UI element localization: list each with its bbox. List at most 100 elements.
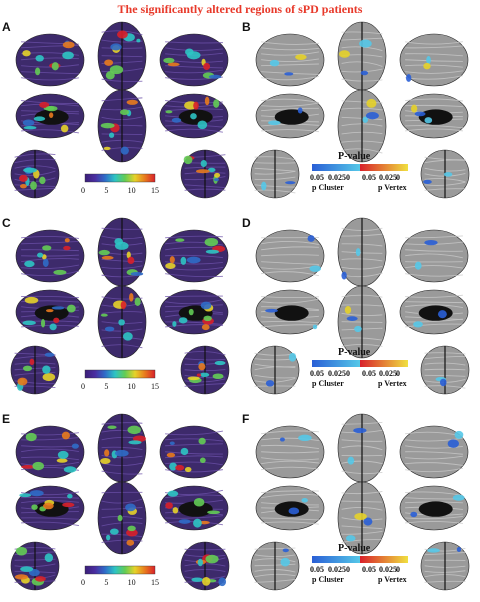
colorbar-tick: 15: [151, 382, 159, 391]
panel-d: D P-value 0.05 0.025 0 0.05 0.025 0 p Cluster p V…: [240, 210, 480, 406]
brain-view-medial-3: [15, 289, 85, 335]
brain-view-top-7: [180, 345, 230, 395]
brain-view-top-1: [337, 413, 387, 483]
panel-e: E 0 5 10 15: [0, 406, 240, 602]
panel-a: A 0 5 10 15: [0, 14, 240, 210]
cluster-label: p Cluster: [312, 575, 344, 584]
brain-view-top-6: [10, 541, 60, 591]
brain-view-medial-3: [255, 485, 325, 531]
pvalue-legend-title: P-value: [338, 543, 371, 554]
vertex-label: p Vertex: [378, 379, 407, 388]
cluster-label: p Cluster: [312, 379, 344, 388]
brain-view-top-7: [420, 345, 470, 395]
brain-view-medial-5: [159, 485, 229, 531]
brain-view-top-7: [420, 149, 470, 199]
brain-view-medial-5: [159, 93, 229, 139]
brain-view-top-4: [97, 89, 147, 163]
brain-view-top-6: [250, 149, 300, 199]
vertex-tick: 0: [396, 173, 400, 182]
brain-view-lateral-2: [159, 33, 229, 87]
thickness-colorbar: [84, 173, 156, 183]
brain-view-top-4: [97, 481, 147, 555]
colorbar-tick: 0: [81, 382, 85, 391]
brain-view-lateral-0: [255, 33, 325, 87]
vertex-tick: 0.025: [379, 565, 397, 574]
brain-view-lateral-0: [15, 229, 85, 283]
brain-surface-maps: [250, 413, 470, 591]
colorbar-tick: 5: [104, 578, 109, 587]
vertex-tick: 0.05: [362, 369, 376, 378]
colorbar-tick: 10: [127, 578, 136, 587]
brain-view-lateral-2: [159, 425, 229, 479]
cluster-tick: 0: [346, 173, 350, 182]
thickness-colorbar: [84, 369, 156, 379]
brain-view-lateral-2: [399, 425, 469, 479]
brain-view-top-1: [97, 413, 147, 483]
vertex-tick: 0.05: [362, 565, 376, 574]
brain-view-medial-3: [15, 93, 85, 139]
panel-label: B: [242, 20, 251, 34]
vertex-tick: 0.025: [379, 369, 397, 378]
brain-view-lateral-0: [15, 33, 85, 87]
brain-view-lateral-2: [159, 229, 229, 283]
vertex-colorbar: [360, 164, 408, 171]
vertex-tick: 0: [396, 369, 400, 378]
brain-view-medial-3: [15, 485, 85, 531]
brain-surface-maps: [10, 217, 230, 395]
pvalue-legend-title: P-value: [338, 151, 371, 162]
cluster-tick: 0.05: [310, 565, 324, 574]
cluster-tick: 0.05: [310, 369, 324, 378]
vertex-label: p Vertex: [378, 575, 407, 584]
colorbar-tick: 5: [104, 382, 109, 391]
colorbar-tick: 5: [104, 186, 109, 195]
brain-surface-maps: [250, 217, 470, 395]
panel-c: C 0 5 10 15: [0, 210, 240, 406]
cluster-tick: 0.05: [310, 173, 324, 182]
panel-label: E: [2, 412, 11, 426]
vertex-colorbar: [360, 360, 408, 367]
brain-view-lateral-0: [255, 425, 325, 479]
vertex-colorbar: [360, 556, 408, 563]
brain-view-lateral-0: [255, 229, 325, 283]
colorbar-tick: 15: [151, 578, 159, 587]
brain-surface-maps: [10, 413, 230, 591]
brain-view-top-4: [337, 481, 387, 555]
vertex-tick: 0: [396, 565, 400, 574]
panel-f: F P-value 0.05 0.025 0 0.05 0.025 0 p Cluster p V…: [240, 406, 480, 602]
brain-view-lateral-2: [399, 229, 469, 283]
panel-label: F: [242, 412, 250, 426]
brain-view-medial-3: [255, 93, 325, 139]
brain-view-top-6: [10, 149, 60, 199]
brain-view-top-4: [97, 285, 147, 359]
brain-view-lateral-0: [15, 425, 85, 479]
brain-view-top-4: [337, 89, 387, 163]
brain-view-top-6: [250, 345, 300, 395]
brain-view-top-4: [337, 285, 387, 359]
cluster-tick: 0.025: [328, 369, 346, 378]
panel-label: C: [2, 216, 11, 230]
brain-view-top-1: [337, 217, 387, 287]
brain-view-top-7: [180, 541, 230, 591]
vertex-tick: 0.05: [362, 173, 376, 182]
brain-view-lateral-2: [399, 33, 469, 87]
brain-view-medial-5: [399, 289, 469, 335]
cluster-colorbar: [312, 360, 360, 367]
vertex-tick: 0.025: [379, 173, 397, 182]
vertex-label: p Vertex: [378, 183, 407, 192]
brain-view-medial-3: [255, 289, 325, 335]
panel-b: B P-value 0.05 0.025 0 0.05 0.025 0 p Cluster p V…: [240, 14, 480, 210]
brain-view-top-1: [97, 21, 147, 91]
cluster-tick: 0.025: [328, 173, 346, 182]
colorbar-tick: 15: [151, 186, 159, 195]
cluster-tick: 0.025: [328, 565, 346, 574]
brain-view-top-7: [420, 541, 470, 591]
brain-view-top-1: [97, 217, 147, 287]
brain-view-top-6: [10, 345, 60, 395]
colorbar-tick: 10: [127, 382, 136, 391]
panel-label: A: [2, 20, 11, 34]
brain-surface-maps: [10, 21, 230, 199]
colorbar-tick: 0: [81, 186, 85, 195]
colorbar-tick: 10: [127, 186, 136, 195]
brain-view-top-6: [250, 541, 300, 591]
brain-view-medial-5: [159, 289, 229, 335]
